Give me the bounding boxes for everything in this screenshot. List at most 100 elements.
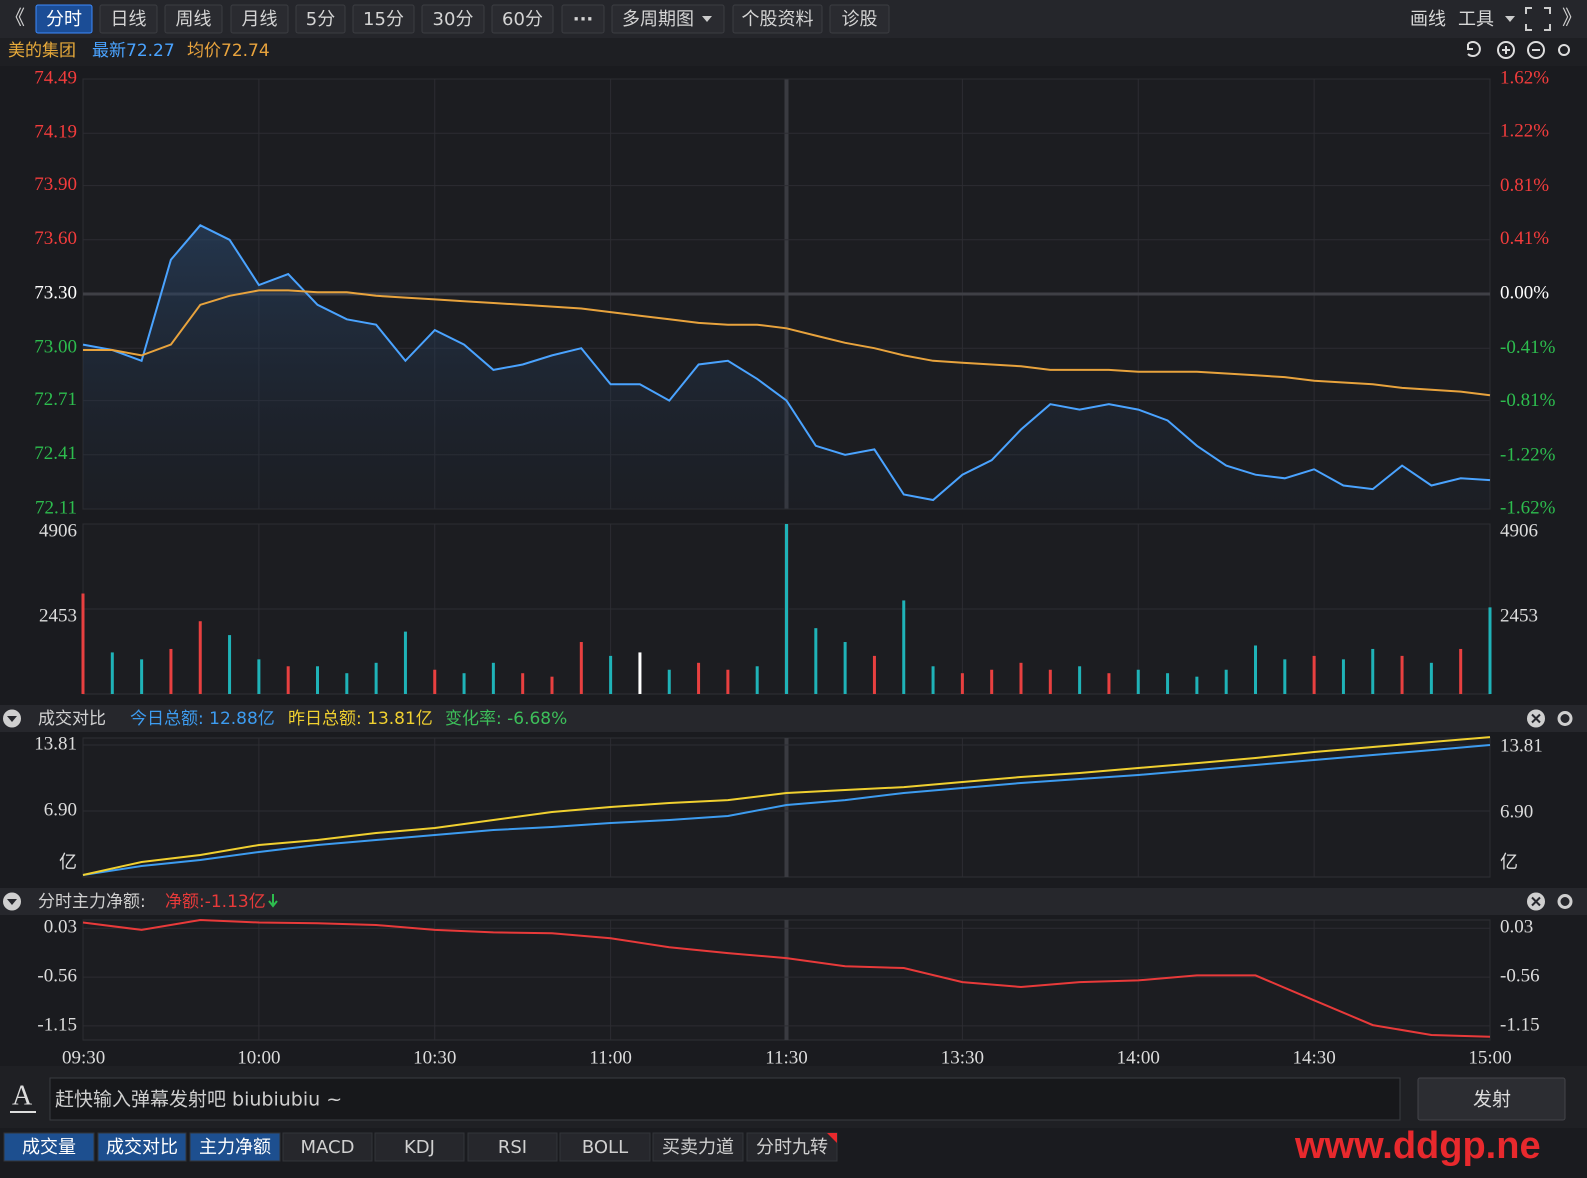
y-tick-label: 73.60: [34, 228, 77, 249]
series-line: [82, 736, 1491, 876]
toolbar-tab-label: 分时: [46, 9, 82, 30]
y-tick-label-right: 13.81: [1500, 735, 1543, 756]
volume-bar: [697, 662, 701, 694]
indicator-tab[interactable]: [282, 1132, 373, 1162]
indicator-tab[interactable]: [467, 1132, 558, 1162]
panel-header: [0, 888, 1587, 915]
info-bar: [0, 38, 1587, 66]
indicator-tab-label: 成交对比: [106, 1137, 178, 1158]
volume-bar: [726, 669, 730, 694]
toolbar-tab[interactable]: [611, 4, 725, 34]
volume-bar: [667, 669, 671, 694]
indicator-tab[interactable]: [189, 1132, 281, 1162]
toolbar-tab[interactable]: [561, 4, 605, 34]
indicator-tab[interactable]: [97, 1132, 187, 1162]
toolbar-tab[interactable]: [421, 4, 485, 34]
close-x: [1531, 896, 1541, 907]
indicator-tab[interactable]: [3, 1132, 95, 1162]
forward-button[interactable]: 》: [1562, 6, 1582, 30]
indicator-tab[interactable]: [746, 1132, 838, 1162]
toolbar-tab[interactable]: [164, 4, 223, 34]
volume-bar: [843, 642, 847, 694]
font-icon[interactable]: A: [12, 1080, 33, 1111]
volume-bar: [990, 669, 994, 694]
zoom-out-icon[interactable]: [1527, 41, 1545, 59]
volume-bar: [110, 652, 114, 694]
send-button[interactable]: [1417, 1077, 1566, 1121]
back-button[interactable]: 《: [5, 6, 25, 30]
toolbar-tab[interactable]: [295, 4, 346, 34]
indicator-tab[interactable]: [559, 1132, 651, 1162]
y-tick-label: 13.81: [34, 733, 77, 754]
collapse-arrow: [7, 716, 17, 722]
fullscreen-icon[interactable]: [1525, 7, 1551, 31]
y-tick-label: -1.15: [37, 1014, 77, 1035]
indicator-tab-label: 买卖力道: [662, 1137, 734, 1158]
indicator-tab[interactable]: [652, 1132, 744, 1162]
volume-bar: [462, 673, 466, 694]
legend-entry: 昨日总额: 13.81亿: [288, 709, 433, 729]
draw-button[interactable]: 画线: [1410, 9, 1446, 30]
new-badge: [827, 1133, 837, 1143]
volume-bar: [140, 659, 144, 694]
settings-icon[interactable]: [1557, 894, 1573, 909]
toolbar-tab-label: ···: [573, 9, 594, 30]
y2-tick-label: -1.62%: [1500, 497, 1556, 518]
undo-icon[interactable]: [1467, 41, 1481, 57]
unit-label: 亿: [59, 852, 77, 873]
indicator-tab[interactable]: [374, 1132, 465, 1162]
input-placeholder: 赶快输入弹幕发射吧 biubiubiu ~: [55, 1089, 342, 1111]
series-line: [82, 744, 1491, 876]
volume-bar: [1283, 659, 1287, 694]
danmaku-input[interactable]: [49, 1077, 1401, 1121]
toolbar-tab[interactable]: [230, 4, 289, 34]
indicator-tab-label: 主力净额: [199, 1137, 271, 1158]
toolbar-tab[interactable]: [491, 4, 554, 34]
volume-bar: [579, 642, 583, 694]
chart-controls: [1467, 41, 1570, 59]
y-tick-label: 72.41: [34, 443, 77, 464]
series-line: [83, 289, 1491, 397]
volume-bar: [403, 631, 407, 694]
y2-tick-label: 0.00%: [1500, 282, 1549, 303]
volume-bar: [550, 676, 554, 694]
settings-icon[interactable]: [1557, 711, 1573, 726]
toolbar-tab[interactable]: [99, 4, 158, 34]
volume-bar: [1166, 673, 1170, 694]
volume-bar: [1195, 676, 1199, 694]
x-tick-label: 11:00: [589, 1047, 632, 1068]
indicator-tab-label: KDJ: [404, 1137, 435, 1158]
y-tick-label: 73.90: [34, 174, 77, 195]
y-tick-label-right: 2453: [1500, 605, 1538, 626]
y2-tick-label: 1.22%: [1500, 120, 1549, 141]
toolbar-tab[interactable]: [352, 4, 415, 34]
volume-bar: [1429, 662, 1433, 694]
volume-bar: [1224, 669, 1228, 694]
y-tick-label: 74.49: [34, 67, 77, 88]
zoom-in-icon[interactable]: [1497, 41, 1515, 59]
change-rate: 变化率: -6.68%: [445, 709, 567, 729]
y-tick-label: 4906: [39, 520, 77, 541]
x-tick-label: 13:30: [941, 1047, 984, 1068]
toolbar-tab-label: 30分: [433, 9, 474, 30]
x-tick-label: 14:00: [1117, 1047, 1160, 1068]
collapse-arrow: [7, 899, 17, 905]
volume-bar: [1078, 666, 1082, 694]
volume-bar: [257, 659, 261, 694]
toolbar-tab-label: 5分: [306, 9, 335, 30]
tools-button[interactable]: 工具: [1458, 9, 1494, 30]
y-tick-label: 73.30: [34, 282, 77, 303]
settings-icon[interactable]: [1558, 44, 1570, 56]
down-arrow: [268, 894, 278, 908]
toolbar-tab[interactable]: [732, 4, 823, 34]
series-line: [82, 224, 1491, 502]
panel-title: 分时主力净额:: [38, 892, 146, 912]
volume-bar: [491, 662, 495, 694]
legend-entry: 今日总额: 12.88亿: [130, 709, 275, 729]
toolbar-tab[interactable]: [829, 4, 890, 34]
toolbar-tab-label: 诊股: [842, 9, 878, 30]
toolbar-tab[interactable]: [35, 4, 93, 34]
volume-bar: [638, 652, 642, 694]
volume-bar: [316, 666, 319, 694]
